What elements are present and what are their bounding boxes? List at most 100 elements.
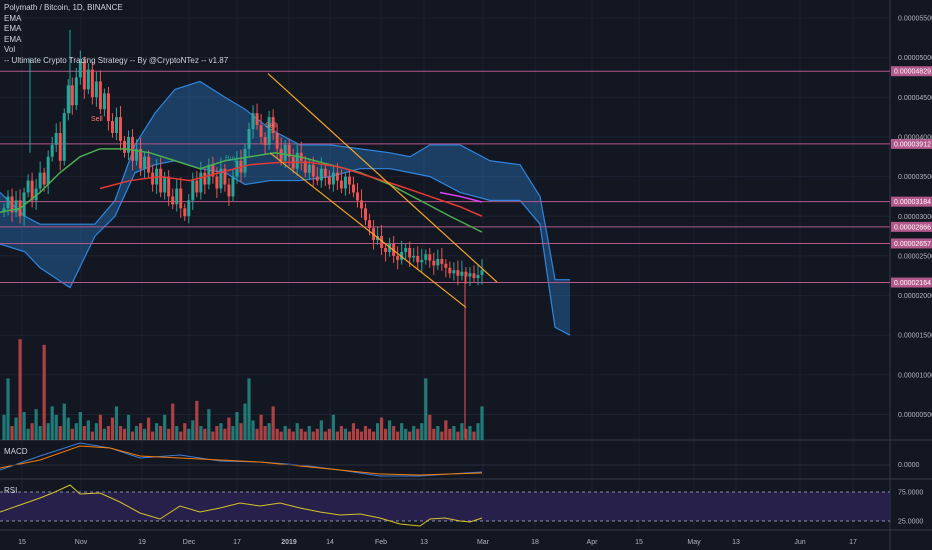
- volume-bar: [98, 414, 103, 440]
- indicator-volume[interactable]: Vol: [4, 45, 16, 55]
- candle: [215, 176, 219, 189]
- candle: [400, 251, 404, 260]
- candle: [118, 117, 122, 141]
- volume-bar: [363, 426, 368, 440]
- symbol-title[interactable]: Polymath / Bitcoin, 1D, BINANCE: [4, 3, 123, 12]
- volume-bar: [122, 428, 127, 440]
- candle: [78, 61, 82, 78]
- volume-bar: [102, 428, 107, 440]
- volume-bar: [307, 426, 311, 440]
- candle: [448, 267, 452, 274]
- macd-signal-line: [0, 445, 483, 476]
- candle: [74, 77, 78, 106]
- ema-pink-line: [439, 191, 483, 203]
- volume-bar: [383, 428, 388, 440]
- candle: [175, 188, 179, 205]
- volume-bar: [259, 414, 263, 440]
- indicator-ema-2[interactable]: EMA: [4, 24, 22, 34]
- time-axis-label: 14: [326, 539, 334, 546]
- volume-bar: [271, 406, 275, 440]
- signal-sell: Sell: [265, 122, 277, 129]
- volume-bar: [440, 431, 444, 440]
- signal-sell: Sell: [91, 116, 103, 123]
- candle: [404, 247, 408, 252]
- candles: [2, 29, 484, 439]
- volume-bar: [315, 428, 319, 440]
- candle: [388, 244, 392, 252]
- volume-bar: [299, 428, 303, 440]
- volume-bar: [50, 406, 54, 440]
- candle: [110, 121, 114, 133]
- volume-bar: [94, 423, 98, 440]
- volume-bar: [62, 403, 66, 440]
- volume-bar: [371, 431, 376, 440]
- macd-label[interactable]: MACD: [4, 447, 28, 456]
- volume-bar: [106, 426, 111, 440]
- candle: [26, 180, 30, 193]
- candle: [251, 113, 255, 130]
- candle: [327, 176, 331, 185]
- candle: [255, 113, 259, 126]
- candle: [319, 168, 323, 181]
- volume-bar: [436, 426, 440, 440]
- candle: [444, 263, 448, 268]
- candle: [131, 136, 135, 161]
- rsi-pane: [0, 484, 890, 527]
- indicator-ema-1[interactable]: EMA: [4, 13, 22, 23]
- time-axis-label: 13: [732, 539, 740, 546]
- volume-bar: [231, 426, 235, 440]
- volume-bar: [219, 423, 223, 440]
- volume-bar: [203, 428, 207, 440]
- descending-channel[interactable]: [267, 73, 498, 308]
- volume-bar: [34, 409, 38, 440]
- volume-bar: [428, 414, 432, 440]
- volume-bar: [187, 428, 191, 440]
- volume-bar: [126, 414, 131, 440]
- candle: [315, 176, 319, 181]
- candle: [368, 220, 372, 229]
- volume-bar: [319, 420, 323, 440]
- candle: [259, 125, 263, 137]
- price-axis-label: 0.00003000: [898, 214, 932, 221]
- volume-bar: [10, 426, 14, 440]
- volume-bar: [175, 426, 179, 440]
- price-axis-label: 0.00004500: [898, 95, 932, 102]
- volume-bar: [351, 423, 356, 440]
- candle: [195, 180, 199, 193]
- volume-bar: [396, 431, 400, 440]
- candle: [187, 200, 191, 217]
- price-axis-label: 0.00005000: [898, 55, 932, 62]
- price-tag: [891, 238, 932, 249]
- candle: [70, 85, 74, 106]
- indicator-strategy[interactable]: -- Ultimate Crypto Trading Strategy -- B…: [4, 55, 229, 65]
- volume-bar: [343, 428, 348, 440]
- candle: [14, 200, 18, 213]
- candle: [412, 255, 416, 258]
- time-axis-label: Apr: [587, 539, 599, 546]
- volume-bar: [151, 431, 155, 440]
- time-axis-label: Mar: [477, 539, 490, 546]
- volume-bar: [388, 420, 392, 440]
- candle: [54, 132, 58, 145]
- ema-green-line: [0, 148, 483, 233]
- channel-upper-line: [267, 73, 498, 283]
- volume-bar: [464, 428, 468, 440]
- volume-bar: [38, 426, 42, 440]
- volume-bar: [199, 426, 203, 440]
- rsi-label[interactable]: RSI: [4, 486, 18, 495]
- volume-bar: [147, 417, 151, 440]
- candle: [199, 172, 203, 193]
- volume-bar: [30, 423, 34, 440]
- volume-bar: [416, 428, 420, 440]
- indicator-ema-3[interactable]: EMA: [4, 34, 22, 44]
- volume-bar: [86, 420, 90, 440]
- candle: [135, 148, 139, 161]
- volume-bar: [400, 423, 404, 440]
- time-axis-label: Dec: [183, 539, 196, 546]
- volume-bar: [167, 428, 171, 440]
- candle: [207, 164, 211, 185]
- volume-bar: [452, 426, 456, 440]
- candle: [335, 172, 339, 181]
- volume-bar: [424, 378, 428, 440]
